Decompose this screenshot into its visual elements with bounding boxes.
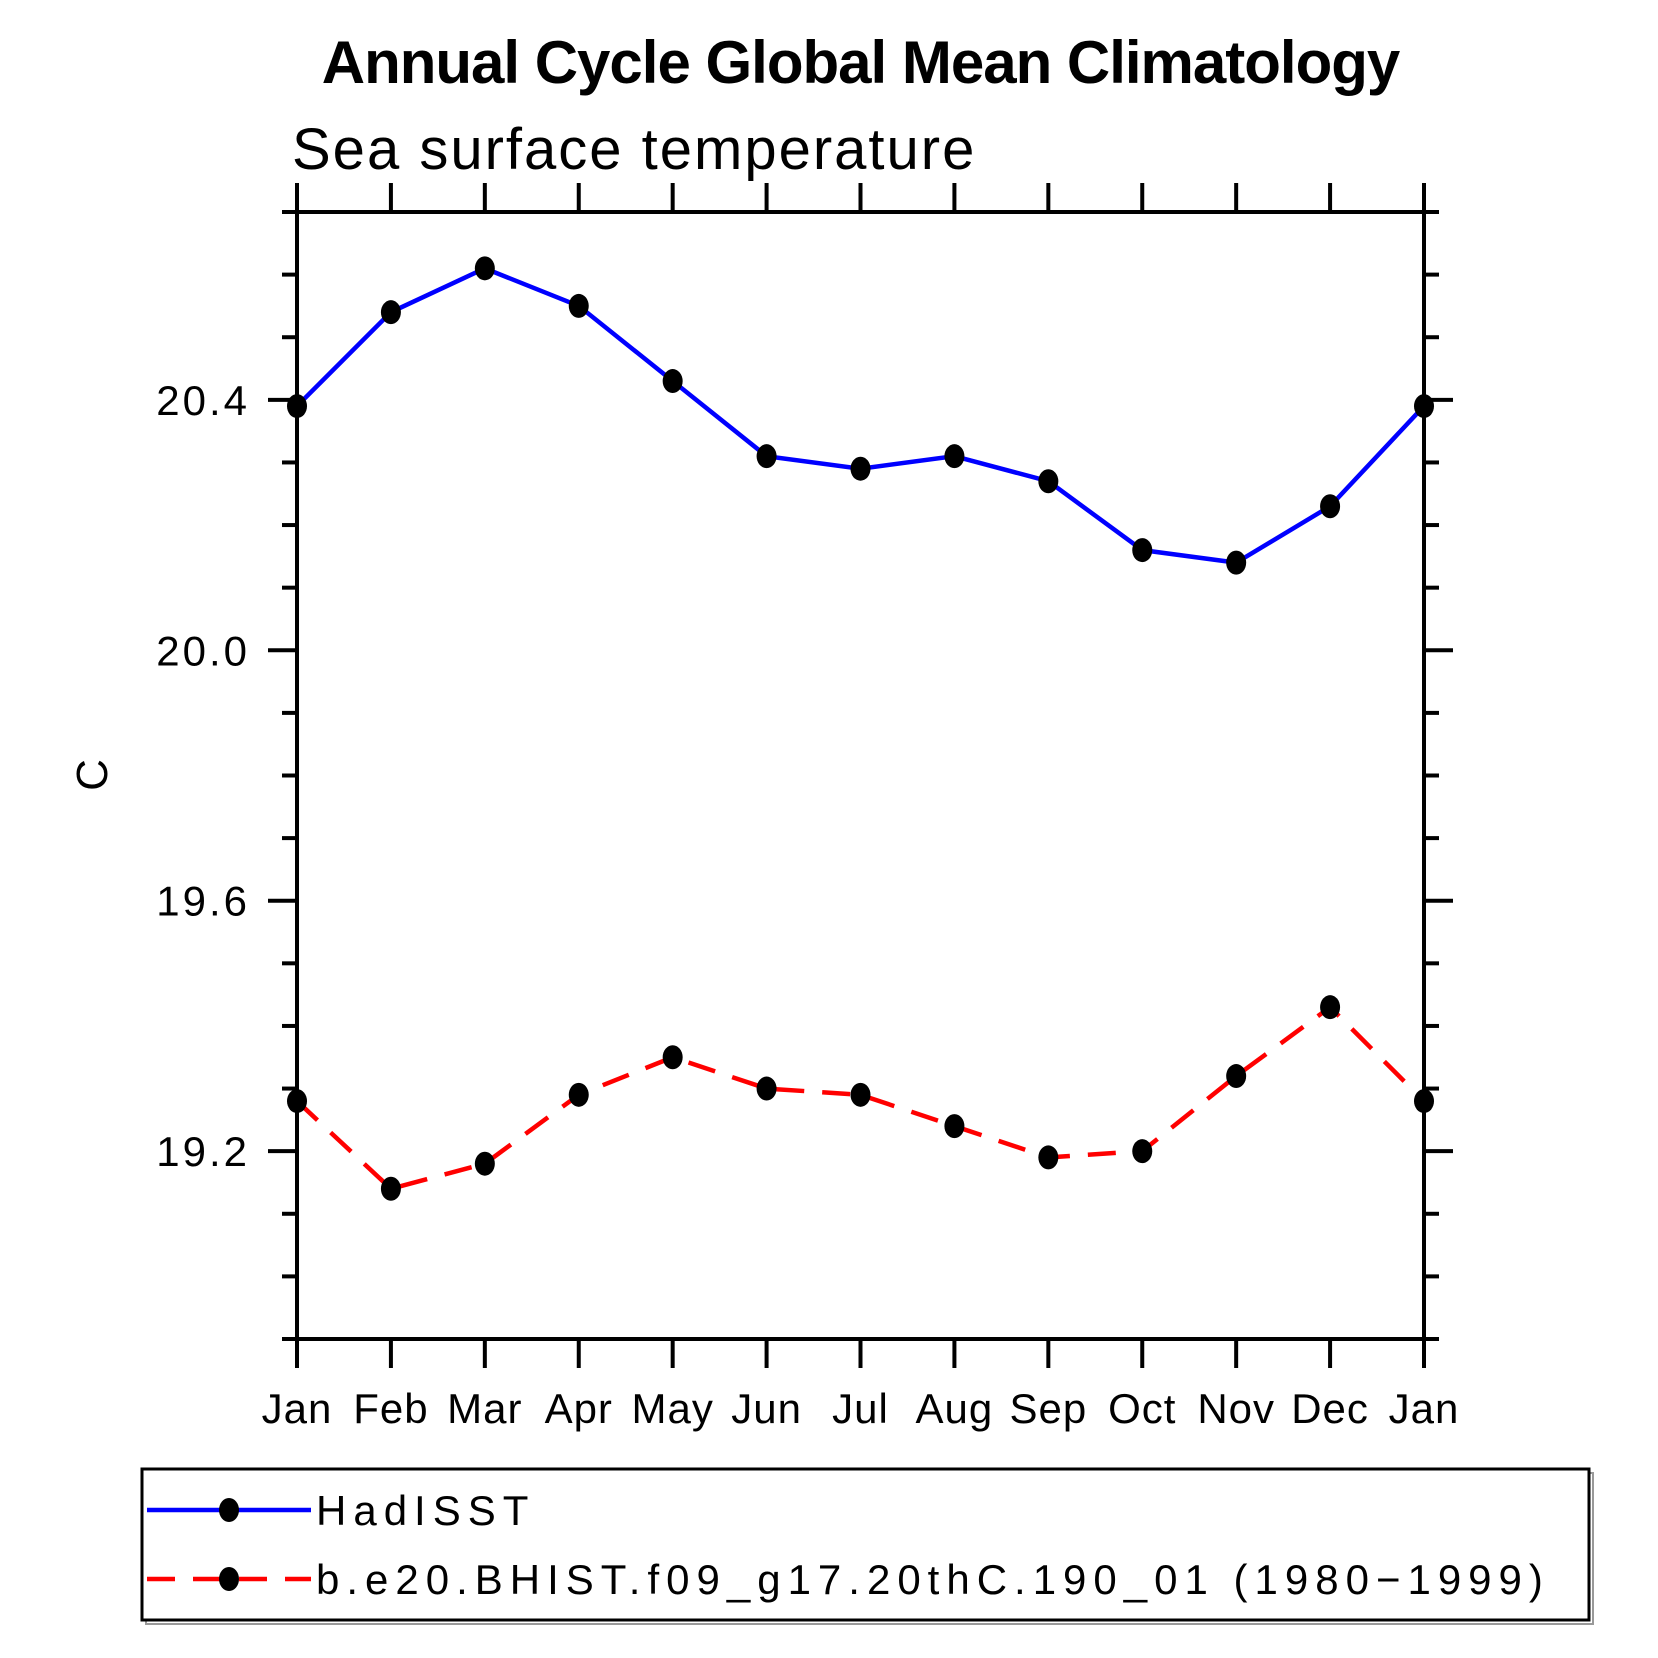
y-tick-label: 20.4 [156, 377, 250, 424]
x-tick-label: Oct [1108, 1385, 1176, 1432]
data-point-hadisst [474, 256, 495, 281]
chart-title: Annual Cycle Global Mean Climatology [321, 29, 1401, 96]
data-point-model [287, 1089, 307, 1114]
x-tick-label: Mar [447, 1385, 522, 1432]
x-tick-label: Feb [353, 1385, 428, 1432]
data-point-hadisst [1320, 494, 1341, 519]
y-axis-label: C [68, 759, 117, 791]
data-point-hadisst [662, 369, 683, 394]
y-tick-label: 19.6 [156, 878, 250, 925]
data-point-model [944, 1114, 965, 1139]
x-tick-label: May [631, 1385, 713, 1432]
x-tick-label: Sep [1009, 1385, 1087, 1432]
x-tick-label: Aug [916, 1385, 994, 1432]
data-point-hadisst [850, 456, 871, 481]
data-point-hadisst [1038, 469, 1059, 494]
x-tick-label: Jul [832, 1385, 889, 1432]
data-point-model [662, 1045, 683, 1070]
data-point-model [1038, 1145, 1059, 1170]
data-point-hadisst [944, 444, 965, 469]
legend-label-model: b.e20.BHIST.f09_g17.20thC.190_01 (1980−1… [316, 1556, 1550, 1603]
data-point-model [756, 1076, 777, 1101]
x-tick-label: Dec [1291, 1385, 1369, 1432]
y-tick-label: 19.2 [156, 1128, 250, 1175]
data-point-hadisst [287, 394, 307, 419]
legend-marker-model [219, 1567, 239, 1591]
data-point-hadisst [1132, 538, 1153, 563]
data-point-model [1320, 995, 1341, 1020]
x-tick-label: Jan [1389, 1385, 1460, 1432]
data-point-hadisst [380, 300, 401, 325]
data-point-model [1414, 1089, 1434, 1114]
chart-subtitle: Sea surface temperature [292, 117, 977, 182]
data-point-model [1226, 1064, 1247, 1089]
legend-box [140, 1467, 1591, 1622]
data-point-model [474, 1151, 495, 1176]
data-point-hadisst [1414, 394, 1434, 419]
data-point-model [1132, 1139, 1153, 1164]
legend-marker-hadisst [219, 1498, 239, 1522]
series-line-hadisst [295, 265, 1426, 565]
data-point-model [380, 1176, 401, 1201]
x-tick-label: Apr [545, 1385, 613, 1432]
x-tick-label: Jun [731, 1385, 802, 1432]
data-point-hadisst [568, 293, 589, 318]
x-tick-label: Nov [1197, 1385, 1275, 1432]
data-point-model [568, 1082, 589, 1107]
x-tick-label: Jan [262, 1385, 333, 1432]
data-point-hadisst [1226, 550, 1247, 575]
legend-label-hadisst: HadISST [316, 1487, 535, 1534]
y-tick-label: 20.0 [156, 627, 250, 674]
data-point-hadisst [756, 444, 777, 469]
data-point-model [850, 1082, 871, 1107]
